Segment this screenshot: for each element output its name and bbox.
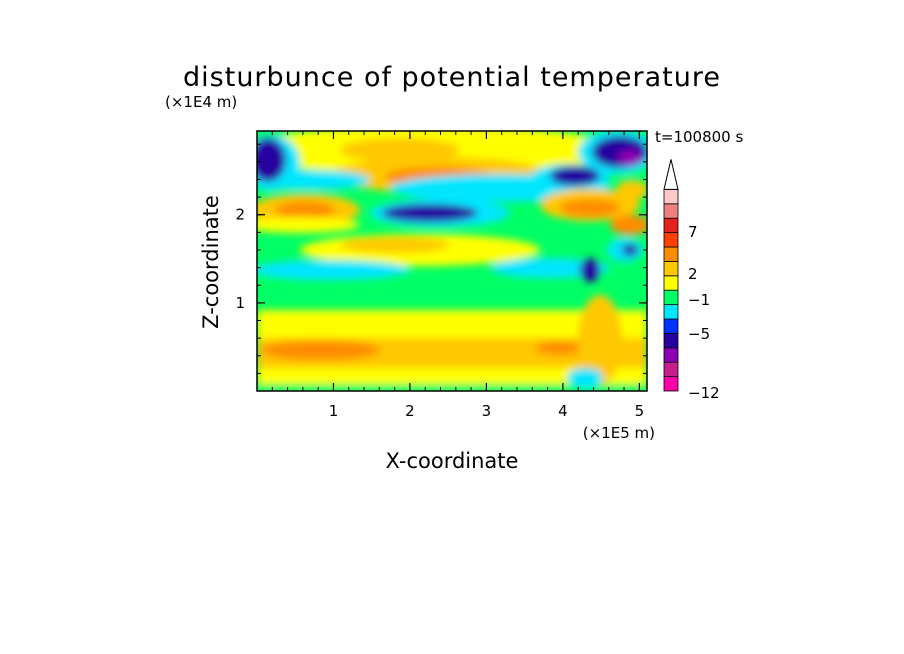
chart-title: disturbunce of potential temperature bbox=[183, 62, 721, 93]
x-scale-label: (×1E5 m) bbox=[583, 424, 655, 442]
colorbar-segment bbox=[663, 347, 679, 363]
colorbar-segment bbox=[663, 376, 679, 392]
colorbar-segment bbox=[663, 275, 679, 291]
x-tick-label: 4 bbox=[558, 402, 568, 420]
plot-frame bbox=[256, 130, 648, 392]
colorbar-label: 2 bbox=[688, 265, 698, 283]
x-tick-label: 2 bbox=[405, 402, 415, 420]
colorbar-label: −12 bbox=[688, 384, 720, 402]
colorbar-segment bbox=[663, 332, 679, 349]
colorbar-segment bbox=[663, 289, 679, 306]
y-axis-label: Z-coordinate bbox=[199, 195, 223, 329]
colorbar-segment bbox=[663, 232, 679, 248]
x-tick-label: 5 bbox=[635, 402, 645, 420]
x-axis-label: X-coordinate bbox=[386, 449, 519, 473]
colorbar-label: −5 bbox=[688, 325, 710, 343]
colorbar-extend-arrow bbox=[663, 159, 679, 190]
colorbar-segment bbox=[663, 304, 679, 320]
y-tick-label: 2 bbox=[235, 206, 245, 224]
colorbar-segment bbox=[663, 188, 679, 205]
x-tick-label: 3 bbox=[482, 402, 492, 420]
time-label: t=100800 s bbox=[655, 128, 743, 146]
colorbar-label: 7 bbox=[688, 223, 698, 241]
colorbar-segment bbox=[663, 260, 679, 277]
field-blobs bbox=[257, 131, 647, 391]
contour-field bbox=[257, 131, 647, 391]
colorbar: 7 2 −1 −5 −12 bbox=[663, 159, 720, 402]
x-tick-label: 1 bbox=[329, 402, 339, 420]
colorbar-segment bbox=[663, 361, 679, 378]
y-ticks: 12 bbox=[235, 143, 647, 374]
y-tick-label: 1 bbox=[235, 294, 245, 312]
x-ticks: 1 2 3 4 5 bbox=[271, 131, 645, 420]
colorbar-segment bbox=[663, 246, 679, 262]
y-scale-label: (×1E4 m) bbox=[165, 93, 237, 111]
colorbar-segment bbox=[663, 203, 679, 219]
colorbar-label: −1 bbox=[688, 291, 710, 309]
colorbar-segment bbox=[663, 217, 679, 233]
colorbar-segment bbox=[663, 318, 679, 334]
